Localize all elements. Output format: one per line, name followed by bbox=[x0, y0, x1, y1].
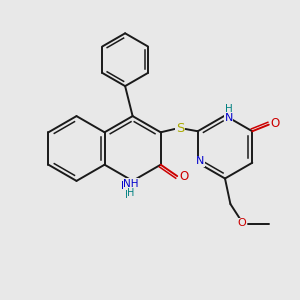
Text: O: O bbox=[179, 169, 188, 183]
Text: H: H bbox=[225, 104, 232, 114]
Text: H: H bbox=[125, 190, 133, 200]
Text: S: S bbox=[176, 122, 184, 136]
Text: NH: NH bbox=[121, 181, 137, 191]
Text: O: O bbox=[237, 218, 246, 229]
Text: H: H bbox=[128, 188, 135, 199]
Text: N: N bbox=[224, 113, 233, 123]
Text: N: N bbox=[196, 156, 204, 166]
Text: O: O bbox=[271, 117, 280, 130]
Text: NH: NH bbox=[123, 179, 139, 189]
